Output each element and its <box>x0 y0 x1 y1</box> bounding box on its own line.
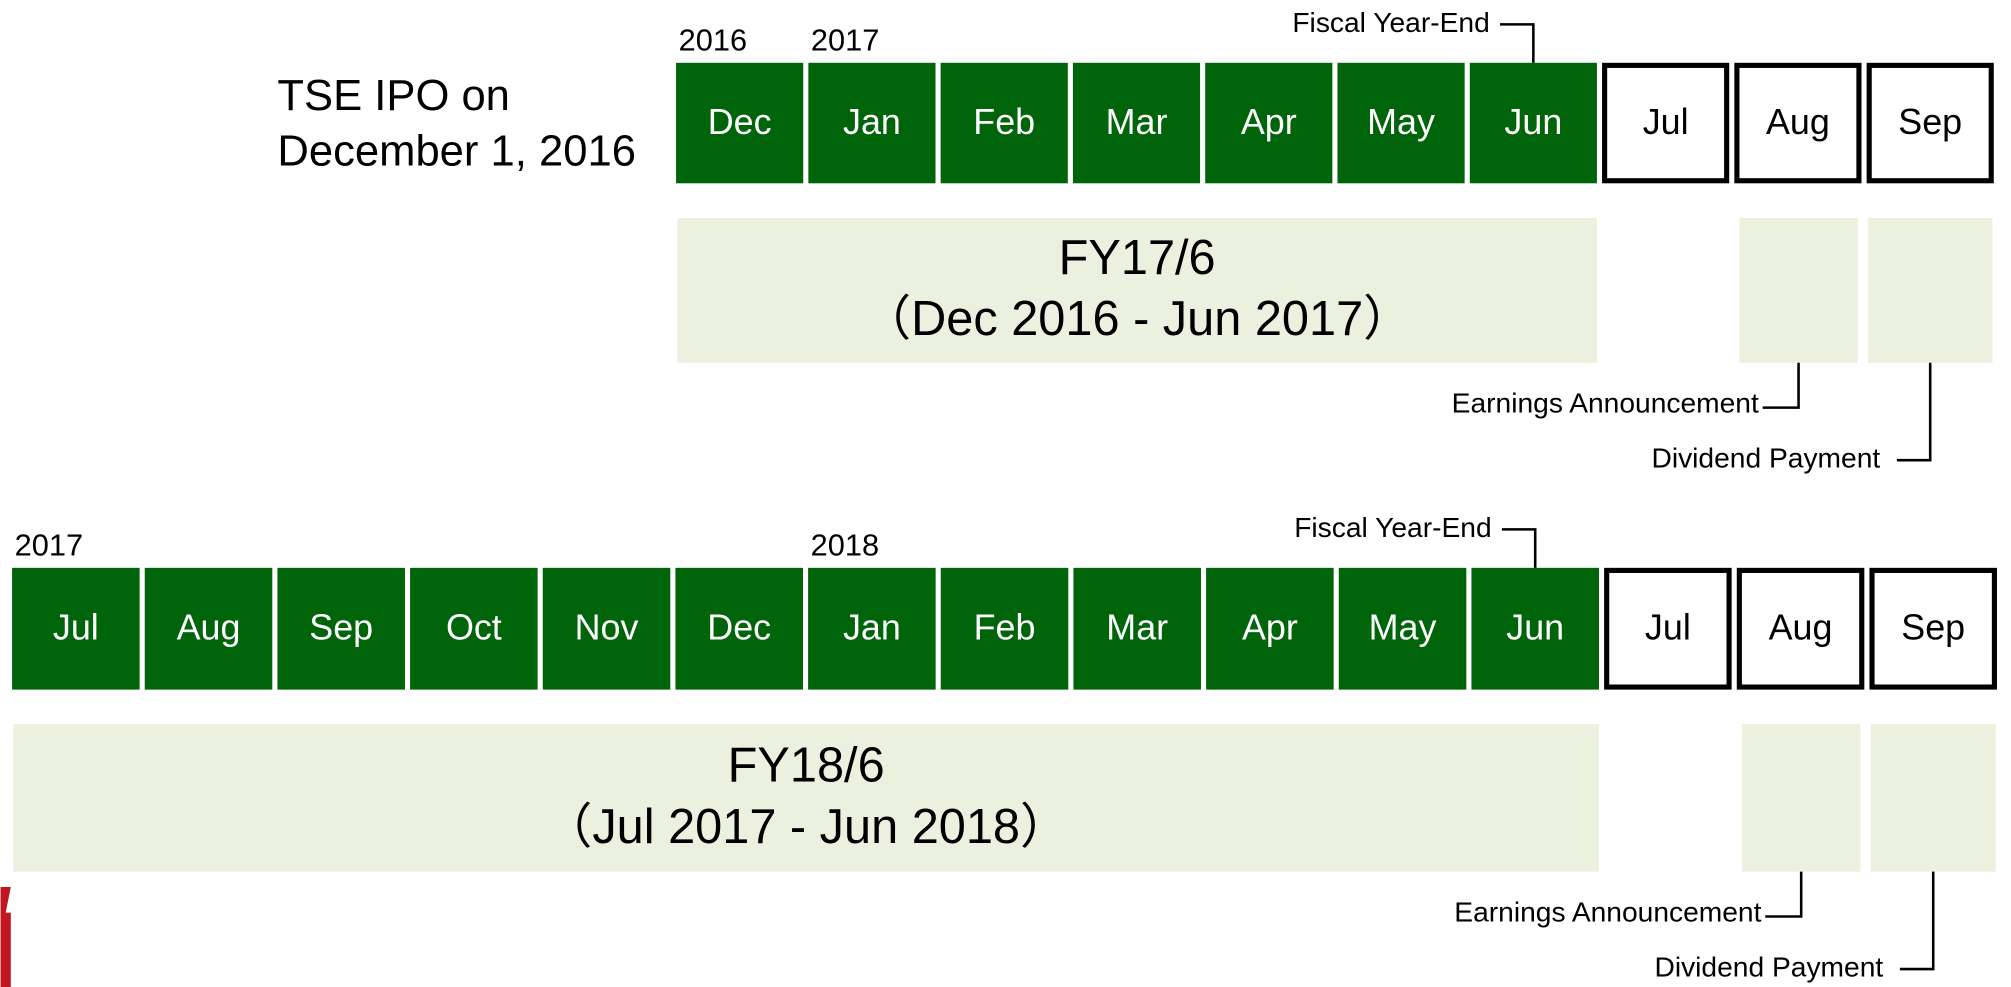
month-label: Apr <box>1241 102 1297 142</box>
callout-line <box>1500 23 1535 63</box>
callout-line <box>1896 362 1932 462</box>
month-box <box>1205 62 1333 184</box>
month-label: Sep <box>1901 607 1965 647</box>
month-label: Jul <box>53 607 99 647</box>
month-box <box>1338 567 1467 690</box>
fiscal-period-title: FY17/6 <box>1059 231 1216 285</box>
month-label: May <box>1369 607 1437 647</box>
month-label: Sep <box>309 607 373 647</box>
month-box <box>410 567 538 690</box>
month-box <box>542 567 671 690</box>
month-box <box>1072 62 1201 184</box>
month-box-outline <box>1604 567 1732 690</box>
earnings-label: Earnings Announcement <box>1454 895 1761 927</box>
fiscal-period-bar <box>13 724 1599 872</box>
month-box <box>144 567 273 690</box>
month-label: Jun <box>1506 607 1564 647</box>
month-box <box>1206 567 1334 690</box>
month-label: Aug <box>1766 102 1830 142</box>
month-label: Apr <box>1242 607 1298 647</box>
logo-fragment <box>0 887 11 987</box>
month-box <box>808 62 936 184</box>
month-box <box>675 567 803 690</box>
fiscal-period-range: （Jul 2017 - Jun 2018） <box>544 800 1069 854</box>
month-label: Jan <box>843 607 901 647</box>
earnings-label: Earnings Announcement <box>1452 387 1759 419</box>
ipo-note: December 1, 2016 <box>277 127 636 175</box>
month-label: Mar <box>1106 607 1168 647</box>
month-label: May <box>1367 102 1435 142</box>
year-label: 2016 <box>679 22 747 57</box>
month-box <box>808 567 936 690</box>
month-box <box>676 62 804 184</box>
dividend-box <box>1870 724 1996 872</box>
month-box <box>1471 567 1599 690</box>
month-box-outline <box>1869 567 1997 690</box>
month-label: Oct <box>446 607 502 647</box>
month-label: Feb <box>974 607 1036 647</box>
dividend-label: Dividend Payment <box>1654 951 1883 983</box>
month-box-outline <box>1736 567 1865 690</box>
month-box <box>12 567 140 690</box>
ipo-note: TSE IPO on <box>277 72 510 120</box>
fiscal-period-bar <box>677 217 1597 363</box>
month-box-outline <box>1866 62 1994 184</box>
year-label: 2017 <box>811 22 879 57</box>
callout-line <box>1765 871 1803 918</box>
fiscal-year-end-label: Fiscal Year-End <box>1292 6 1489 38</box>
year-label: 2017 <box>15 527 83 562</box>
earnings-box <box>1741 724 1861 872</box>
fiscal-year-end-label: Fiscal Year-End <box>1294 511 1491 543</box>
month-label: Jul <box>1645 607 1691 647</box>
month-label: Dec <box>708 102 772 142</box>
callout-line <box>1501 528 1537 568</box>
month-box <box>277 567 405 690</box>
month-label: Dec <box>707 607 771 647</box>
month-box <box>1073 567 1201 690</box>
month-label: Aug <box>177 607 241 647</box>
month-label: Jan <box>843 102 901 142</box>
dividend-label: Dividend Payment <box>1651 442 1880 474</box>
callout-line <box>1899 871 1935 971</box>
month-box <box>940 62 1068 184</box>
fiscal-period-title: FY18/6 <box>728 738 885 792</box>
month-label: Mar <box>1106 102 1168 142</box>
month-label: Nov <box>575 607 639 647</box>
year-label: 2018 <box>811 527 879 562</box>
month-box <box>1337 62 1465 184</box>
callout-line <box>1762 362 1800 409</box>
month-box-outline <box>1734 62 1862 184</box>
month-label: Jul <box>1643 102 1689 142</box>
earnings-box <box>1739 217 1858 363</box>
fiscal-period-range: （Dec 2016 - Jun 2017） <box>862 292 1411 346</box>
month-label: Aug <box>1769 607 1833 647</box>
dividend-box <box>1867 217 1993 363</box>
month-box <box>1469 62 1597 184</box>
month-label: Feb <box>973 102 1035 142</box>
month-label: Jun <box>1504 102 1562 142</box>
month-box-outline <box>1602 62 1730 184</box>
month-box <box>940 567 1069 690</box>
month-label: Sep <box>1898 102 1962 142</box>
